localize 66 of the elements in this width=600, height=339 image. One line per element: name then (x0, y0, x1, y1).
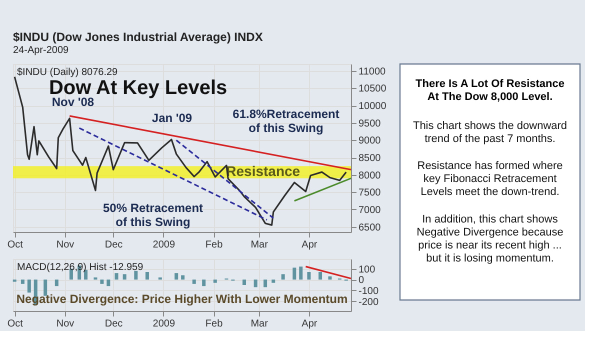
x-tick-label: Feb (205, 240, 224, 250)
y-tick-label: 0 (358, 275, 364, 286)
x-tick-label: Nov (56, 318, 74, 330)
bar (84, 270, 88, 280)
bar (100, 280, 104, 284)
x-tick-label: Apr (302, 318, 318, 330)
bar (106, 280, 110, 286)
y-tick-label: 10500 (358, 84, 387, 95)
x-tick-label: Nov (56, 240, 74, 250)
bar (134, 270, 138, 280)
bar (307, 272, 311, 280)
y-tick-label: -200 (358, 296, 379, 308)
text: Resistance has formed where key Fibonacci Retracement Levels meet the down-trend. (417, 160, 563, 198)
x-tick-label: Mar (250, 318, 269, 330)
bar (54, 280, 58, 286)
bar (122, 274, 126, 280)
bar (281, 274, 285, 280)
bar (264, 280, 268, 288)
annotation: 50% Retracement of this Swing (102, 201, 204, 229)
bar (242, 280, 246, 285)
bar (318, 272, 322, 280)
y-tick-label: -100 (358, 286, 379, 297)
y-tick-label: 7000 (358, 204, 382, 216)
y-tick-label: 6500 (358, 222, 382, 234)
x-tick-label: Mar (250, 240, 269, 250)
y-tick-label: 10000 (358, 101, 387, 112)
bar (174, 273, 178, 280)
bar (114, 273, 118, 280)
annotation: $INDU (Daily) 8076.29 (17, 67, 118, 78)
x-tick-label: 2009 (152, 240, 176, 250)
bar (94, 277, 98, 280)
text: 24-Apr-2009 (13, 45, 70, 56)
x-tick-label: Oct (7, 318, 24, 330)
y-tick-label: 9000 (358, 136, 382, 147)
y-tick-label: 100 (358, 264, 376, 276)
bar (254, 280, 258, 288)
text: This chart shows the downward trend of the past 7 months. (412, 120, 568, 145)
bar (213, 280, 217, 283)
text: $INDU (Dow Jones Industrial Average) INDX (13, 30, 263, 44)
x-tick-label: Feb (205, 318, 224, 330)
bar (145, 272, 149, 280)
x-tick-label: 2009 (152, 318, 176, 330)
y-tick-label: 9500 (358, 118, 382, 130)
text: In addition, this chart shows Negative Divergence because price is near its recent high ... but it is losing momentum. (416, 214, 564, 264)
y-tick-label: 11000 (358, 66, 386, 78)
bar (328, 276, 332, 280)
x-tick-label: Oct (7, 240, 24, 250)
annotation: Jan '09 (152, 111, 192, 125)
y-tick-label: 8500 (358, 153, 382, 164)
bar (292, 268, 296, 280)
bar (20, 280, 24, 284)
x-tick-label: Dec (104, 318, 123, 330)
bar (202, 280, 206, 286)
y-tick-label: 8000 (358, 170, 382, 182)
bar (181, 275, 185, 280)
x-tick-label: Apr (302, 240, 318, 250)
y-tick-label: 7500 (358, 188, 382, 199)
annotation: 61.8%Retracement of this Swing (232, 107, 340, 135)
bar (44, 280, 48, 296)
text: There Is A Lot Of Resistance At The Dow 8,000 Level. (416, 78, 564, 103)
bar (192, 280, 196, 284)
bar (27, 280, 31, 293)
x-tick-label: Dec (104, 240, 123, 250)
bar (299, 266, 303, 280)
bar (272, 280, 276, 283)
bar (158, 277, 162, 280)
